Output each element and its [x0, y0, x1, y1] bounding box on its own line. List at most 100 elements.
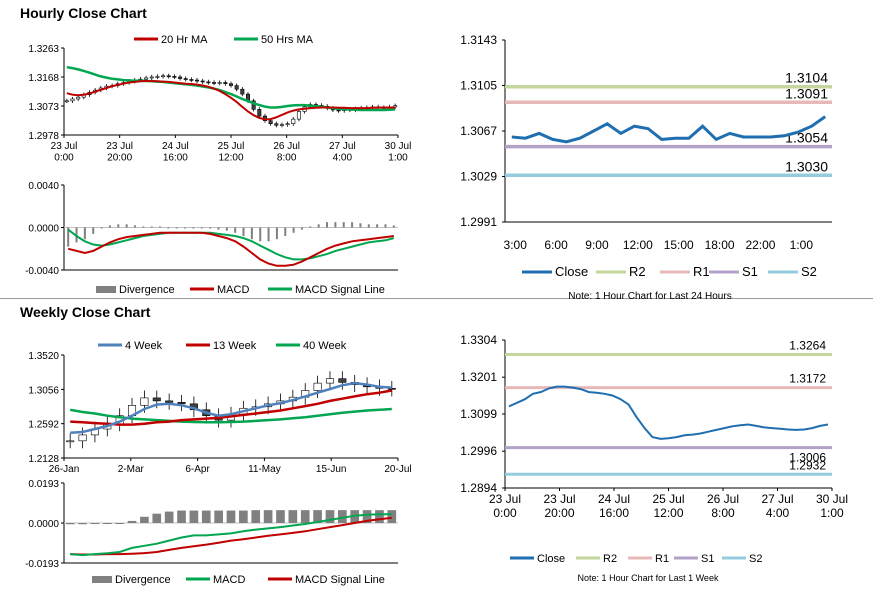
weekly-level-s1-label: 1.3006 [789, 451, 826, 465]
hourly-macd-divergence-bar [217, 227, 220, 230]
hourly-ma50-legend-label: 50 Hrs MA [261, 34, 314, 46]
hourly-macd-divergence-bar [342, 222, 345, 228]
hourly-levels-ytick-label: 1.2991 [460, 215, 497, 229]
hourly-price-ytick-label: 1.2978 [28, 131, 59, 142]
hourly-levels-xtick-label: 15:00 [664, 238, 694, 252]
hourly-price-candle-body [64, 100, 69, 103]
hourly-macd-divergence-bar [376, 224, 379, 228]
hourly-price-candle-body [189, 79, 194, 81]
weekly-macd-divergence-bar [189, 510, 199, 523]
hourly-signal-legend-label: MACD Signal Line [295, 284, 385, 296]
hourly-divergence-legend-label: Divergence [119, 284, 175, 296]
hourly-price-candle-body [200, 80, 205, 83]
hourly-price-candle-body [76, 96, 81, 100]
weekly-price-candle-body [387, 387, 396, 390]
weekly-price-xtick-label: 11-May [248, 464, 281, 475]
hourly-macd-divergence-bar [284, 227, 287, 236]
weekly-levels-ytick-label: 1.3304 [460, 333, 497, 347]
weekly-section-title: Weekly Close Chart [20, 304, 151, 320]
hourly-levels-ytick-label: 1.3105 [460, 79, 497, 93]
hourly-macd-divergence-bar [159, 226, 162, 228]
weekly-price-ytick-label: 1.3520 [28, 351, 59, 362]
hourly-price-xtick-label: 23 Jul 0:00 [51, 141, 78, 164]
hourly-price-candle-body [195, 79, 200, 82]
hourly-price-candle-body [206, 81, 211, 84]
hourly-levels-close-legend-label: Close [555, 264, 588, 279]
weekly-levels-xtick-label: 25 Jul 12:00 [652, 492, 684, 520]
hourly-price-candle-body [166, 75, 171, 78]
hourly-macd-divergence-bar [192, 227, 195, 229]
hourly-macd-divergence-bar [351, 222, 354, 228]
weekly-price-ytick-label: 1.3056 [28, 385, 59, 396]
hourly-levels-ytick-label: 1.3143 [460, 33, 497, 47]
hourly-close-line [511, 115, 827, 144]
hourly-price-candle-body [274, 123, 279, 126]
hourly-levels-ytick-label: 1.3029 [460, 170, 497, 184]
weekly-ma4-line [70, 381, 392, 434]
weekly-macd-divergence-bar [201, 510, 211, 523]
hourly-macd-divergence-bar [167, 227, 170, 229]
weekly-ma13-line [70, 389, 393, 426]
weekly-macd-divergence-bar [362, 510, 372, 523]
hourly-level-s1-label: 1.3054 [785, 130, 828, 146]
weekly-macd-divergence-bar [226, 510, 236, 523]
weekly-levels-ytick-label: 1.2894 [460, 481, 497, 495]
weekly-macd-divergence-bar [375, 510, 384, 523]
hourly-macd-divergence-bar [309, 226, 312, 228]
hourly-macd-divergence-bar [367, 224, 370, 228]
hourly-price-candle-body [257, 109, 262, 117]
weekly-macd-divergence-bar [313, 510, 322, 523]
hourly-price-candle-body [240, 88, 245, 95]
weekly-price-candle-body [325, 378, 334, 384]
weekly-signal-legend-label: MACD Signal Line [295, 574, 385, 586]
hourly-levels-xtick-label: 18:00 [705, 238, 735, 252]
hourly-price-candle-body [217, 82, 222, 84]
weekly-levels-xtick-label: 30 Jul 1:00 [816, 492, 848, 520]
weekly-macd-divergence-bar [387, 510, 397, 523]
hourly-divergence-legend-swatch [96, 286, 116, 293]
hourly-macd-divergence-bar [133, 225, 136, 228]
section-divider [0, 298, 873, 299]
weekly-levels-xtick-label: 27 Jul 4:00 [761, 492, 793, 520]
hourly-levels-xtick-label: 9:00 [585, 238, 609, 252]
hourly-price-xtick-label: 25 Jul 12:00 [218, 141, 245, 164]
hourly-macd-divergence-bar [317, 224, 320, 228]
weekly-macd-divergence-bar [78, 523, 87, 525]
weekly-price-xtick-label: 26-Jan [49, 464, 80, 475]
hourly-level-r1-label: 1.3091 [785, 85, 828, 101]
weekly-ma4-legend-label: 4 Week [125, 340, 163, 352]
weekly-price-ytick-label: 1.2128 [28, 454, 59, 465]
weekly-levels-s1-legend-label: S1 [701, 553, 714, 565]
hourly-macd-divergence-bar [300, 227, 303, 230]
weekly-macd-divergence-bar [276, 510, 285, 523]
hourly-levels-s2-legend-label: S2 [801, 264, 817, 279]
weekly-ma40-line [69, 407, 392, 424]
hourly-macd-ytick-label: -0.0040 [25, 266, 59, 277]
weekly-close-line [508, 385, 829, 440]
hourly-levels-ytick-label: 1.3067 [460, 124, 497, 138]
hourly-price-ytick-label: 1.3168 [28, 73, 59, 84]
weekly-macd-ytick-label: 0.0193 [28, 479, 59, 490]
hourly-macd-legend-label: MACD [217, 284, 249, 296]
weekly-price-candle-body [165, 400, 174, 403]
hourly-macd-divergence-bar [250, 227, 253, 240]
weekly-price-candle-body [177, 402, 186, 405]
hourly-price-candle-body [155, 76, 160, 78]
hourly-price-ytick-label: 1.3263 [28, 44, 59, 55]
hourly-macd-divergence-bar [384, 224, 387, 228]
hourly-macd-divergence-bar [359, 223, 362, 228]
hourly-price-candle-body [234, 85, 239, 90]
hourly-macd-divergence-bar [125, 224, 128, 228]
hourly-price-candle-body [296, 111, 301, 120]
hourly-levels-xtick-label: 22:00 [745, 238, 775, 252]
weekly-levels-ytick-label: 1.3201 [460, 370, 497, 384]
hourly-price-candle-body [70, 98, 75, 102]
weekly-macd-divergence-bar [239, 510, 248, 523]
weekly-levels-r2-legend-label: R2 [603, 553, 617, 565]
weekly-macd-divergence-bar [214, 510, 223, 523]
hourly-level-r2-label: 1.3104 [785, 70, 828, 86]
hourly-price-candle-body [144, 77, 149, 80]
hourly-macd-divergence-bar [209, 227, 212, 229]
hourly-levels-s1-legend-label: S1 [742, 264, 758, 279]
hourly-price-candle-body [279, 124, 284, 126]
